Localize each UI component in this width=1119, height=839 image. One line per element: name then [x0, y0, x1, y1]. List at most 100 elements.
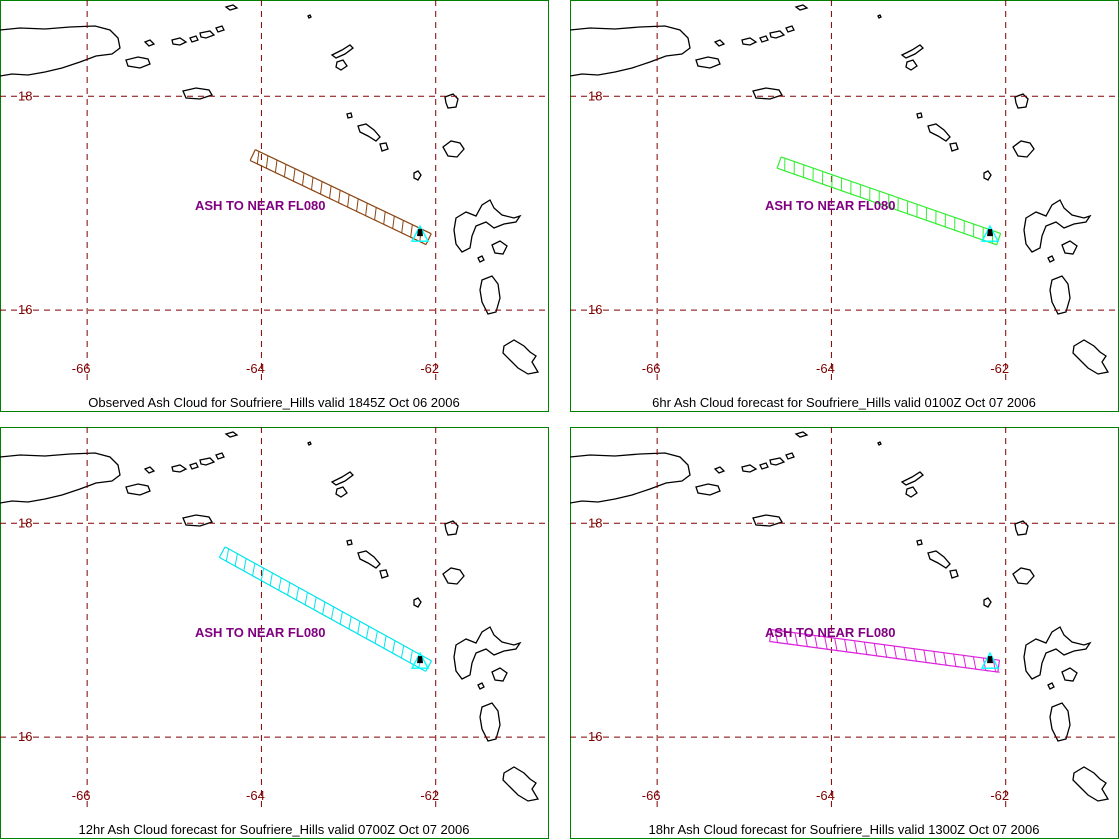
- island-sombrero: [307, 14, 312, 19]
- volcano-peak-icon: [987, 656, 994, 664]
- ash-cloud-hatch: [348, 616, 353, 632]
- ash-cloud-hatch: [814, 635, 822, 649]
- island-anguilla: [900, 44, 924, 59]
- island-les-saintes: [1047, 682, 1055, 690]
- longitude-label: -66: [72, 361, 91, 376]
- ash-cloud-hatch: [274, 159, 280, 175]
- panel-frame: [0, 0, 549, 412]
- ash-cloud-hatch: [954, 217, 959, 232]
- island-marie-galante: [491, 667, 508, 682]
- ash-cloud-hatch: [863, 642, 871, 656]
- ash-cloud-hatch: [944, 214, 950, 229]
- island-martinique: [502, 339, 540, 375]
- island-anegada: [794, 4, 809, 11]
- island-st-kitts: [357, 123, 381, 142]
- ash-cloud-hatch: [803, 164, 808, 180]
- island-st-kitts: [927, 550, 951, 569]
- island-st-martin: [335, 486, 348, 498]
- panel-frame: [570, 427, 1119, 839]
- ash-cloud-edge: [780, 156, 1001, 235]
- ash-cloud-hatch: [916, 204, 921, 219]
- map-svg: -66 -64 -62 18 16 ASH TO NEAR FL080 6hr Ash …: [570, 0, 1119, 412]
- island-antigua: [442, 567, 465, 585]
- map-panel-12hr: -66 -64 -62 18 16 ASH TO NEAR FL080 12hr Ash…: [0, 427, 549, 839]
- island-tortola: [199, 30, 216, 39]
- island-virgin-gorda: [785, 25, 795, 33]
- coastlines: [570, 431, 1110, 802]
- island-tortola: [769, 30, 786, 39]
- island-marie-galante: [1061, 240, 1078, 255]
- island-puerto-rico: [0, 452, 121, 504]
- island-les-saintes: [477, 682, 485, 690]
- volcano-marker: [410, 651, 430, 669]
- island-virgin-gorda: [785, 452, 795, 460]
- coastlines: [0, 4, 540, 375]
- graticule: -66 -64 -62 18 16: [570, 427, 1119, 812]
- volcano-peak-icon: [417, 656, 424, 664]
- ash-cloud-hatch: [854, 640, 861, 655]
- island-st-thomas: [741, 464, 758, 473]
- island-antigua: [442, 140, 465, 158]
- coastlines: [570, 4, 1110, 375]
- ash-cloud-edge: [769, 629, 772, 642]
- volcano-marker: [410, 224, 430, 242]
- longitude-label: -66: [642, 788, 661, 803]
- panel-caption: Observed Ash Cloud for Soufriere_Hills v…: [88, 395, 459, 410]
- island-anguilla: [330, 44, 354, 59]
- ash-cloud-hatch: [322, 601, 327, 617]
- ash-cloud-hatch: [873, 643, 881, 657]
- ash-cloud-hatch: [374, 207, 379, 223]
- island-montserrat: [983, 597, 992, 608]
- ash-cloud-hatch: [357, 621, 362, 637]
- island-virgin-gorda: [215, 452, 225, 460]
- island-puerto-rico: [570, 25, 691, 77]
- ash-cloud-hatch: [328, 185, 334, 201]
- ash-cloud-hatch: [392, 640, 397, 656]
- ash-cloud-hatch: [804, 634, 812, 648]
- ash-cloud-hatch: [774, 630, 782, 644]
- ash-cloud-hatch: [383, 635, 388, 651]
- longitude-label: -64: [816, 788, 835, 803]
- ash-cloud-hatch: [400, 645, 406, 661]
- island-puerto-rico: [570, 452, 691, 504]
- ash-cloud-hatch: [256, 151, 262, 167]
- island-anegada: [224, 4, 239, 11]
- island-culebra: [143, 39, 156, 47]
- volcano-marker: [980, 224, 1000, 242]
- ash-cloud-hatch: [821, 171, 827, 186]
- ash-cloud-hatch: [283, 164, 289, 180]
- island-dominica: [1049, 275, 1071, 315]
- ash-height-label: ASH TO NEAR FL080: [765, 198, 896, 213]
- longitude-label: -62: [420, 361, 439, 376]
- ash-cloud-hatch: [409, 650, 414, 666]
- island-barbuda: [444, 520, 459, 536]
- longitude-label: -62: [420, 788, 439, 803]
- island-vieques: [695, 56, 721, 69]
- ash-cloud-hatch: [356, 198, 361, 214]
- island-nevis: [949, 569, 959, 579]
- island-dominica: [479, 702, 501, 742]
- island-sombrero: [877, 441, 882, 446]
- island-saba: [346, 112, 353, 119]
- latitude-label: 16: [588, 729, 602, 744]
- ash-cloud-hatch: [260, 568, 266, 583]
- volcano-triangle-icon: [980, 651, 1000, 669]
- map-panel-6hr: -66 -64 -62 18 16 ASH TO NEAR FL080 6hr Ash …: [570, 0, 1119, 412]
- ash-cloud-hatch: [304, 592, 309, 608]
- ash-cloud-hatch: [972, 656, 980, 671]
- ash-cloud-hatch: [338, 190, 343, 205]
- volcano-triangle-icon: [980, 224, 1000, 242]
- longitude-label: -66: [642, 361, 661, 376]
- ash-cloud-edge: [997, 660, 1001, 673]
- ash-cloud-hatch: [292, 168, 298, 184]
- island-martinique: [502, 766, 540, 802]
- ash-cloud-hatch: [225, 548, 231, 564]
- island-st-martin: [905, 59, 918, 71]
- ash-height-label: ASH TO NEAR FL080: [765, 625, 896, 640]
- ash-cloud-hatch: [888, 194, 893, 209]
- ash-cloud-hatch: [913, 648, 921, 663]
- ash-cloud-hatch: [973, 224, 978, 239]
- ash-cloud-hatch: [982, 657, 990, 672]
- island-vieques: [125, 483, 151, 496]
- island-vieques: [695, 483, 721, 496]
